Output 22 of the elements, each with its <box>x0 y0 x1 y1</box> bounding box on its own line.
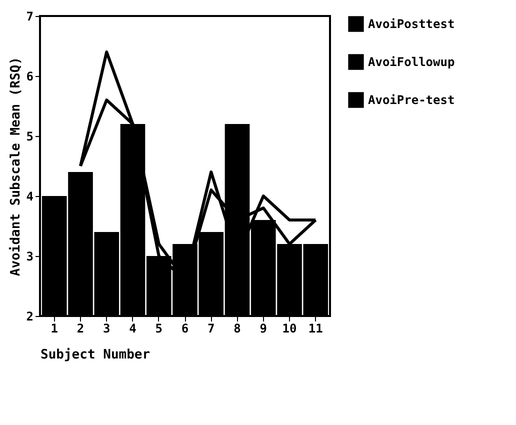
x-tick-label: 2 <box>76 322 84 336</box>
legend-label: AvoiFollowup <box>368 55 455 69</box>
x-tick-label: 3 <box>103 322 110 336</box>
y-tick-label: 2 <box>26 310 34 324</box>
x-tick-label: 7 <box>208 322 215 336</box>
x-tick-label: 6 <box>181 322 189 336</box>
x-tick-label: 4 <box>129 322 136 336</box>
x-tick-label: 5 <box>155 322 162 336</box>
y-tick-label: 7 <box>26 10 34 24</box>
legend-label: AvoiPosttest <box>368 17 455 31</box>
legend-label: AvoiPre-test <box>368 93 455 107</box>
x-tick-label: 8 <box>234 322 241 336</box>
x-tick-label: 9 <box>260 322 267 336</box>
y-axis-title: Avoidant Subscale Mean (RSQ) <box>8 56 24 276</box>
y-tick-label: 3 <box>26 250 34 264</box>
x-tick-label: 1 <box>50 322 58 336</box>
x-tick-label: 10 <box>282 322 297 336</box>
y-tick-label: 5 <box>26 130 34 144</box>
y-tick-label: 4 <box>26 190 34 204</box>
x-tick-label: 11 <box>308 322 323 336</box>
y-tick-label: 6 <box>26 70 34 84</box>
x-axis-title: Subject Number <box>40 348 150 362</box>
